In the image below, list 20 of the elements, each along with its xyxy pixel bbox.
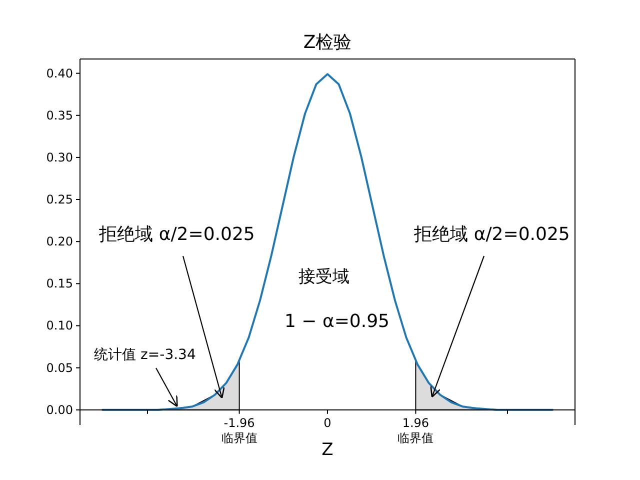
y-tick-label: 0.35 [46,108,73,122]
annotation: 1 − α=0.95 [284,311,390,332]
x-axis-title: Z [322,440,334,460]
x-tick-label: 0 [324,416,332,430]
annotation: 统计值 z=-3.34 [94,347,196,408]
y-tick-label: 0.25 [46,192,73,207]
annotation: 统计值 z=-3.34 [94,347,196,363]
y-tick-label: 0.10 [46,318,73,333]
y-tick-label: 0.40 [46,66,73,80]
chart-title: Z检验 [303,32,352,53]
x-tick-label: 1.96 临界值 [398,416,434,445]
y-tick-label: 0.05 [46,360,73,375]
y-tick-label: 0.30 [46,150,73,164]
annotation: 接受域 [298,267,350,287]
y-tick-label: 0.20 [46,234,73,249]
x-tick-label: -1.96 临界值 [221,416,258,445]
y-tick-label: 0.00 [46,402,73,417]
annotation: 拒绝域 α/2=0.025 [414,224,570,245]
y-tick-label: 0.15 [46,276,73,291]
annotation: 拒绝域 α/2=0.025 [99,224,255,245]
